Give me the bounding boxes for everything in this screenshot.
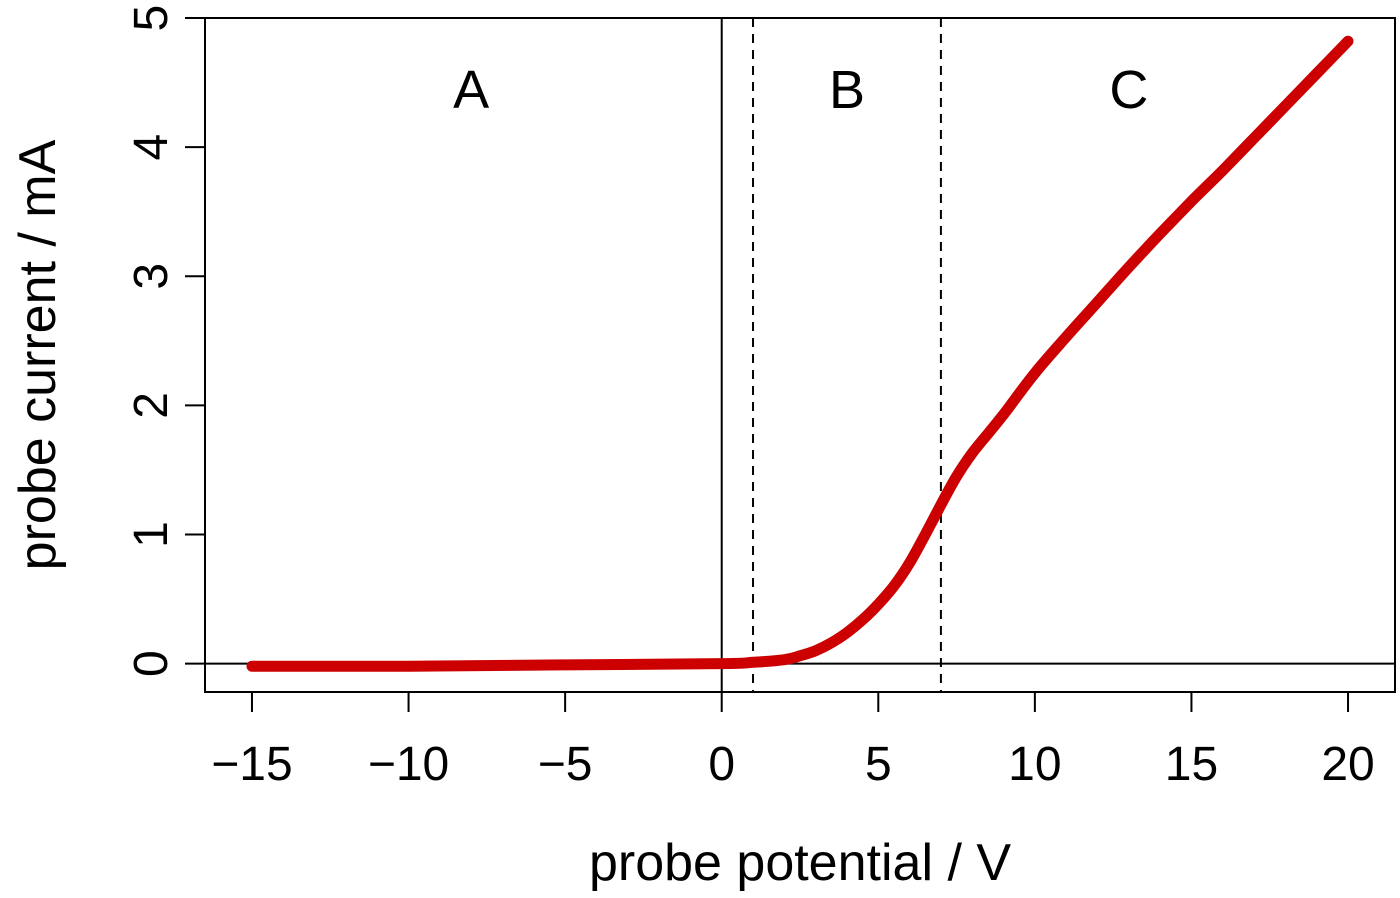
region-labels: A B C	[453, 60, 1148, 120]
y-tick-label: 3	[125, 263, 178, 290]
x-tick-label: −10	[368, 738, 449, 791]
x-axis-title: probe potential / V	[589, 834, 1011, 892]
x-tick-label: 15	[1165, 738, 1218, 791]
y-tick-label: 0	[125, 650, 178, 677]
x-tick-label: −5	[538, 738, 593, 791]
x-tick-label: 0	[708, 738, 735, 791]
y-axis: 0 1 2 3 4 5	[125, 5, 206, 677]
y-tick-label: 1	[125, 521, 178, 548]
reference-lines	[205, 18, 1395, 692]
plot-frame	[204, 17, 1396, 693]
y-tick-label: 4	[125, 134, 178, 161]
region-label-b: B	[829, 60, 865, 120]
x-tick-label: −15	[211, 738, 292, 791]
series-line-0	[246, 35, 1354, 672]
series-layer	[246, 35, 1354, 672]
x-tick-label: 10	[1008, 738, 1061, 791]
x-tick-label: 20	[1321, 738, 1374, 791]
y-axis-title: probe current / mA	[9, 139, 67, 570]
region-label-a: A	[453, 60, 489, 120]
x-tick-label: 5	[865, 738, 892, 791]
y-tick-label: 5	[125, 5, 178, 32]
y-tick-label: 2	[125, 392, 178, 419]
region-label-c: C	[1109, 60, 1148, 120]
x-axis: −15 −10 −5 0 5 10 15 20	[211, 691, 1375, 791]
